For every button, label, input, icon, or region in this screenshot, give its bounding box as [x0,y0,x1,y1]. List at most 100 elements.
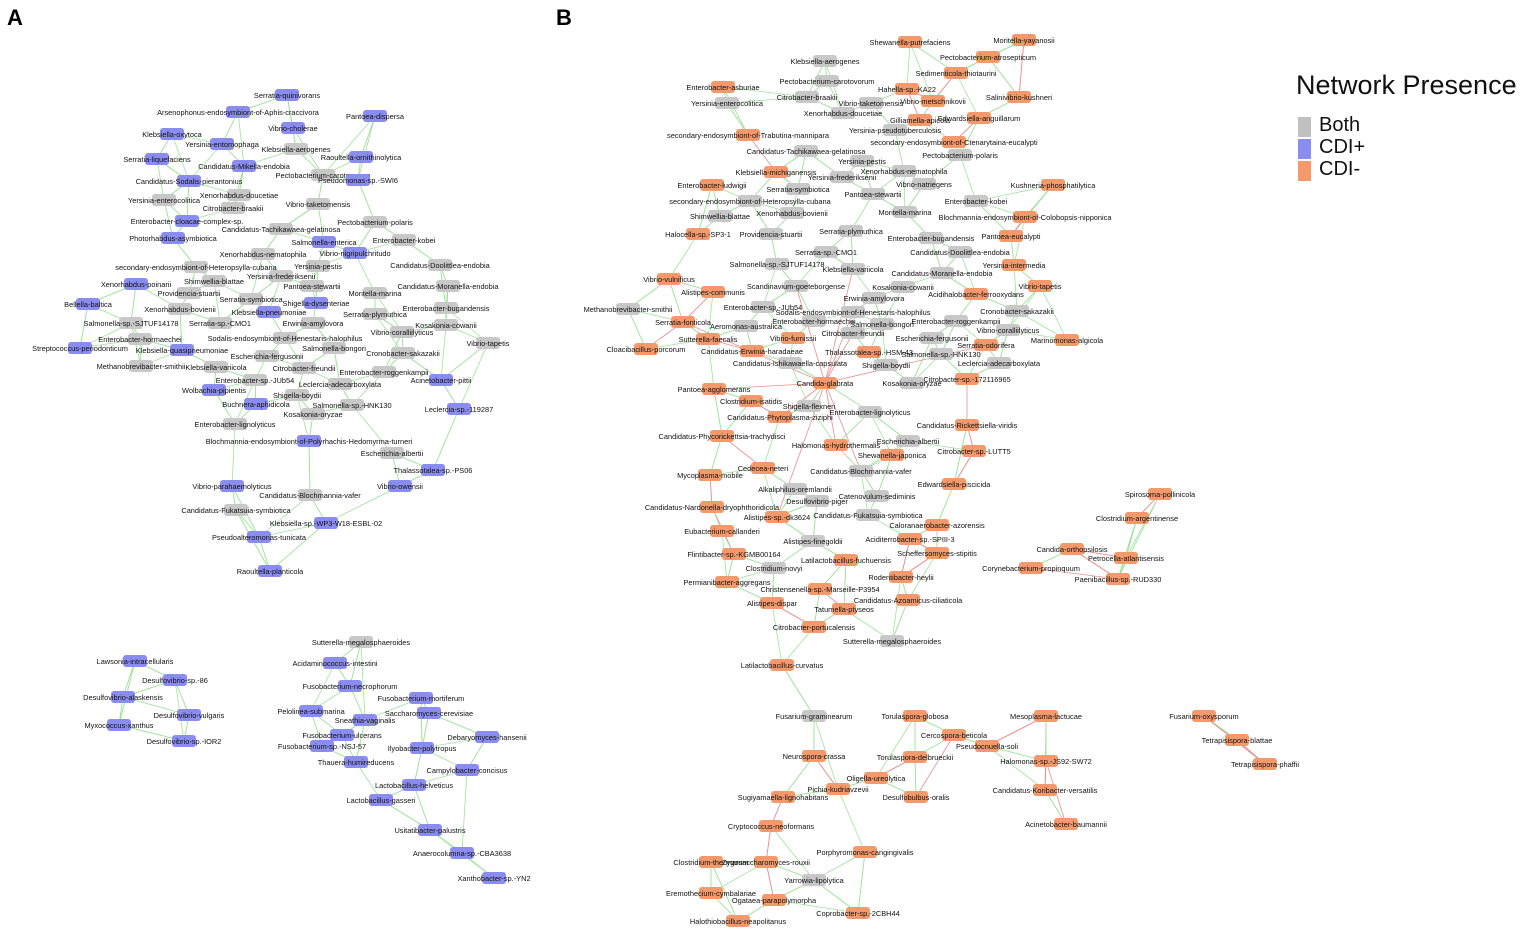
panel-a-node-desulfovibrio-alaskensis: Desulfovibrio-alaskensis [83,691,163,703]
panel-b-node-vibrio-metschnikovii: Vibrio-metschnikovii [900,95,966,107]
node-label: Enterobacter-kobei [945,197,1008,206]
node-box [841,306,865,318]
panel-b-node-sutterella-megalosphaeroides: Sutterella-megalosphaeroides [843,635,941,647]
node-label: Gilliamella-apicola [890,116,951,125]
panel-b-node-halomonas-sp-js92-sw72: Halomonas-sp.-JS92-SW72 [1000,755,1092,767]
node-box [955,373,979,385]
network-edge [322,115,376,176]
node-label: Candidatus-Mikella-endobia [198,162,291,171]
node-label: Candidatus-Nardonella-dryophthoridicola [645,503,780,512]
node-box [1114,552,1138,564]
node-box [912,178,936,190]
node-label: Citrobacter-sp.-172116965 [923,375,1010,384]
node-box [273,332,297,344]
network-edge [1030,567,1119,580]
node-box [224,504,248,516]
panel-b-node-scheffersomyces-stipitis: Scheffersomyces-stipitis [897,547,977,559]
network-edge [824,332,854,384]
legend-swatch-cdi-plus [1298,139,1311,159]
panel-b-node-pectobacterium-atrosepticum: Pectobacterium-atrosepticum [940,51,1036,63]
network-edge [955,72,980,119]
node-label: Clostridium-novyi [746,564,803,573]
network-edge [179,308,183,351]
node-box [301,317,325,329]
panel-b-node-acidihalobacter-ferrooxydans: Acidihalobacter-ferrooxydans [928,288,1024,300]
network-edge [668,233,699,280]
panel-b-node-catenovulum-sediminis: Catenovulum-sediminis [839,490,916,502]
panel-b-node-marinomonas-algicola: Marinomonas-algicola [1031,334,1104,346]
panel-a-node-enterobacter-kobei: Enterobacter-kobei [373,234,436,246]
panel-b-node-yersinia-pestis: Yersinia-pestis [838,155,886,167]
panel-b-node-salmonella-sp-hnk130: Salmonella-sp.-HNK130 [901,348,981,360]
node-label: Myxococcus-xanthus [84,721,153,730]
node-box [482,872,506,884]
panel-b-node-halocella-sp-sp3-1: Halocella-sp.-SP3-1 [665,228,731,240]
node-box [1055,334,1079,346]
node-label: Ogataea-parapolymorpha [732,896,817,905]
node-label: Klebsiella-aerogenes [261,145,330,154]
node-label: Alkaliphilus-oremlandii [758,485,832,494]
node-box [111,691,135,703]
node-box [740,345,764,357]
legend-title: Network Presence [1296,70,1517,100]
panel-a-node-salmonella-sp-sjtuf14178: Salmonella-sp.-SJTUF14178 [84,317,178,329]
panel-a-node-pseudomonas-sp-swi6: Pseudomonas-sp.-SWI6 [318,174,398,186]
panel-a-node-xenorhabdus-poinarii: Xenorhabdus-poinarii [101,278,171,290]
node-label: Kosakonia-oryzae [283,410,342,419]
panel-b-node-pantoea-agglomerans: Pantoea-agglomerans [678,383,751,395]
panel-a-node-thalassotalea-sp-ps06: Thalassotalea-sp.-PS06 [394,464,472,476]
network-edge [440,342,489,381]
panel-a-node-fusobacterium-mortiferum: Fusobacterium-mortiferum [378,692,464,704]
node-label: Campylobacter-concisus [427,766,508,775]
node-box [304,297,328,309]
node-box [904,791,928,803]
panel-b-node-sedimenticola-thiotaurini: Sedimenticola-thiotaurini [916,67,997,79]
network-edge [813,715,839,790]
panel-a-node-yersinia-entomophaga: Yersinia-entomophaga [185,138,260,150]
node-box [898,533,922,545]
panel-b-node-cronobacter-sakazakii: Cronobacter-sakazakii [980,305,1054,317]
node-box [369,794,393,806]
node-box [786,183,810,195]
node-box [292,362,316,374]
node-label: Scandinavium-goeteborgense [747,282,845,291]
node-label: Vibrio-furnissii [770,334,817,343]
panel-b-node-salinivibrio-kushneri: Salinivibrio-kushneri [986,91,1052,103]
node-label: Yersinia-intermedia [983,261,1047,270]
panel-a-node-lactobacillus-gasseri: Lactobacillus-gasseri [346,794,416,806]
node-box [865,490,889,502]
node-box [1019,562,1043,574]
node-label: Leclercia-sp.-119287 [425,405,493,414]
node-label: Pantoea-agglomerans [678,385,751,394]
panel-b-node-enterobacter-hormaechei: Enterobacter-hormaechei [772,315,856,327]
node-label: Clostridium-thermarum [673,858,748,867]
panel-a-node-shigella-dysenteriae: Shigella-dysenteriae [283,297,349,309]
node-box [1060,543,1084,555]
panel-b-node-sutterella-faecalis: Sutterella-faecalis [679,333,738,345]
panel-b-node-klebsiella-michiganensis: Klebsiella-michiganensis [736,166,817,178]
panel-a-label: A [7,5,23,30]
node-label: Citrobacter-freundii [822,329,885,338]
network-edge [351,404,393,454]
panel-b-node-citrobacter-sp-lutt5: Citrobacter-sp.-LUTT5 [937,445,1011,457]
panel-b-node-mycoplasma-mobile: Mycoplasma-mobile [677,469,743,481]
node-label: Enterobacter-cloacae-complex-sp. [131,217,244,226]
node-label: Enterobacter-sp.-JUb54 [216,376,294,385]
panel-b-node-shewanella-japonica: Shewanella-japonica [858,449,927,461]
node-box [285,389,309,401]
node-box [269,270,293,282]
node-label: Torulaspora-globosa [882,712,950,721]
node-label: Erwinia-amylovora [283,319,345,328]
panel-a-node-candidatus-mikella-endobia: Candidatus-Mikella-endobia [198,160,291,172]
node-box [306,198,330,210]
node-label: Candidatus-Sodalis-pierantonius [136,177,243,186]
network-edge [781,664,815,717]
node-label: Thauera-humireducens [318,758,395,767]
node-label: Enterobacter-asburiae [686,83,759,92]
node-box [269,223,293,235]
network-edge [762,467,778,518]
panel-b-node-cercospora-beticola: Cercospora-beticola [921,729,988,741]
network-edge [355,761,382,801]
node-label: Pantoea-eucalypti [981,232,1041,241]
